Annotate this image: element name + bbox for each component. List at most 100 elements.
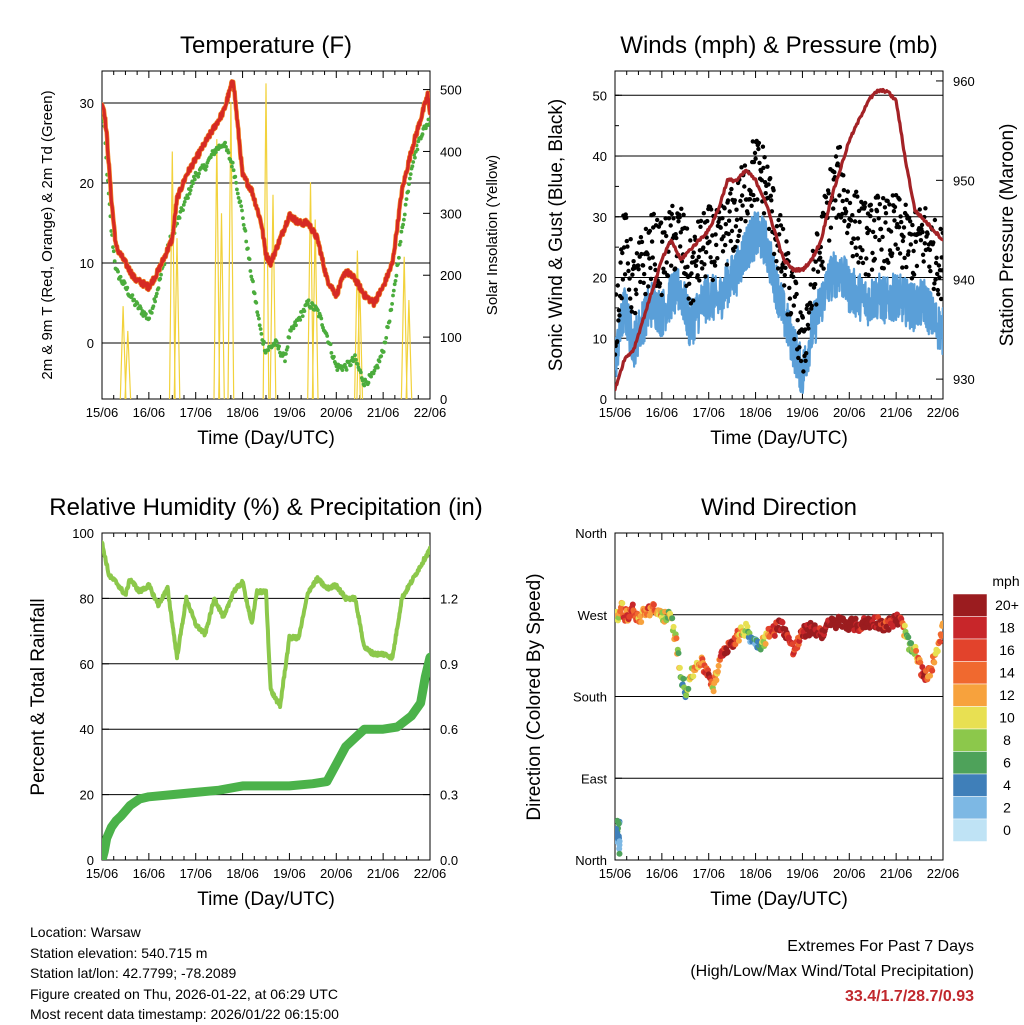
gust-point xyxy=(860,260,866,266)
gust-point xyxy=(724,262,730,267)
gust-point xyxy=(700,266,705,271)
temperature-series xyxy=(102,79,430,399)
winds-xtick-label: 17/06 xyxy=(692,405,725,420)
temperature-xtick-label: 17/06 xyxy=(179,405,212,420)
winds-ytick-label: 40 xyxy=(593,149,607,164)
gust-point xyxy=(940,268,943,273)
solar-spike xyxy=(262,83,270,399)
gust-point xyxy=(777,232,782,237)
direction-point xyxy=(771,632,778,639)
gust-point xyxy=(887,248,893,253)
gust-point xyxy=(883,220,888,225)
dewpoint-point xyxy=(149,311,154,315)
gust-point xyxy=(908,242,913,247)
gust-point xyxy=(655,217,660,223)
gust-point xyxy=(771,251,777,257)
gust-point xyxy=(845,189,850,194)
gust-point xyxy=(678,244,683,249)
gust-point xyxy=(734,207,739,212)
gust-point xyxy=(927,264,932,269)
dewpoint-point xyxy=(384,336,389,340)
humidity-y2tick-label: 0.6 xyxy=(440,722,458,737)
gust-point xyxy=(718,225,723,230)
gust-point xyxy=(738,216,744,222)
colorbar-swatch xyxy=(952,616,988,640)
gust-point xyxy=(720,249,726,254)
dewpoint-point xyxy=(390,302,394,306)
gust-point xyxy=(684,226,690,231)
gust-point xyxy=(670,203,675,209)
dewpoint-point xyxy=(238,199,243,204)
gust-point xyxy=(856,260,861,265)
gust-point xyxy=(676,219,681,224)
dewpoint-point xyxy=(132,297,137,302)
temperature-xtick-label: 20/06 xyxy=(320,405,353,420)
gust-point xyxy=(673,232,678,237)
dewpoint-point xyxy=(182,200,187,204)
gust-point xyxy=(732,198,737,203)
gust-point xyxy=(626,287,632,292)
dewpoint-point xyxy=(138,306,143,311)
dewpoint-point xyxy=(393,279,398,283)
gust-point xyxy=(633,310,638,316)
gust-point xyxy=(657,281,663,286)
gust-point xyxy=(709,207,714,212)
gust-point xyxy=(798,358,804,364)
dewpoint-point xyxy=(230,164,234,169)
gust-point xyxy=(617,313,622,318)
gust-point xyxy=(806,310,812,315)
winds-ytick-label: 0 xyxy=(600,392,607,407)
wind_direction-ytick-label: West xyxy=(578,608,608,623)
wind_direction-xtick-label: 16/06 xyxy=(646,866,679,881)
latlon-text: Station lat/lon: 42.7799; -78.2089 xyxy=(30,965,237,981)
gust-point xyxy=(707,239,712,244)
winds-y2label: Station Pressure (Maroon) xyxy=(997,124,1018,347)
colorbar-swatch xyxy=(952,796,988,820)
gust-point xyxy=(851,236,857,241)
dewpoint-point xyxy=(226,150,231,155)
gust-point xyxy=(892,218,897,223)
dewpoint-point xyxy=(257,323,262,328)
humidity-ylabel: Percent & Total Rainfall xyxy=(28,598,49,795)
humidity-xlabel: Time (Day/UTC) xyxy=(197,889,335,910)
direction-point xyxy=(710,688,717,695)
dewpoint-point xyxy=(262,339,266,344)
gust-point xyxy=(733,224,739,229)
dewpoint-point xyxy=(287,335,292,340)
gust-point xyxy=(739,165,744,170)
gust-point xyxy=(693,263,699,268)
gust-point xyxy=(888,229,894,234)
gust-point xyxy=(849,240,854,246)
gust-point xyxy=(919,222,925,228)
dewpoint-point xyxy=(420,132,425,137)
temperature-ytick-label: 20 xyxy=(80,176,94,191)
winds-ytick-label: 50 xyxy=(593,88,607,103)
gust-point xyxy=(648,276,654,282)
gust-point xyxy=(867,228,872,233)
humidity-series xyxy=(102,540,430,860)
gust-point xyxy=(923,206,928,211)
dewpoint-point xyxy=(236,196,241,200)
dewpoint-point xyxy=(252,291,257,296)
gust-point xyxy=(631,259,636,264)
gust-point xyxy=(837,144,843,150)
solar-spike xyxy=(354,250,361,399)
gust-point xyxy=(931,240,936,245)
gust-point xyxy=(768,176,773,181)
direction-point xyxy=(680,675,687,682)
wind_direction-xtick-label: 15/06 xyxy=(599,866,632,881)
gust-point xyxy=(934,255,939,260)
direction-point xyxy=(650,601,657,608)
dewpoint-point xyxy=(396,262,400,266)
dewpoint-point xyxy=(362,383,367,388)
gust-point xyxy=(686,296,691,301)
gust-point xyxy=(833,154,839,159)
gust-point xyxy=(703,250,709,255)
gust-point xyxy=(932,217,938,223)
winds-ytick-label: 10 xyxy=(593,331,607,346)
gust-point xyxy=(720,216,725,221)
gust-point xyxy=(774,259,779,264)
humidity-y2tick-label: 0.0 xyxy=(440,853,458,868)
dewpoint-point xyxy=(340,368,345,372)
gust-point xyxy=(660,239,665,244)
